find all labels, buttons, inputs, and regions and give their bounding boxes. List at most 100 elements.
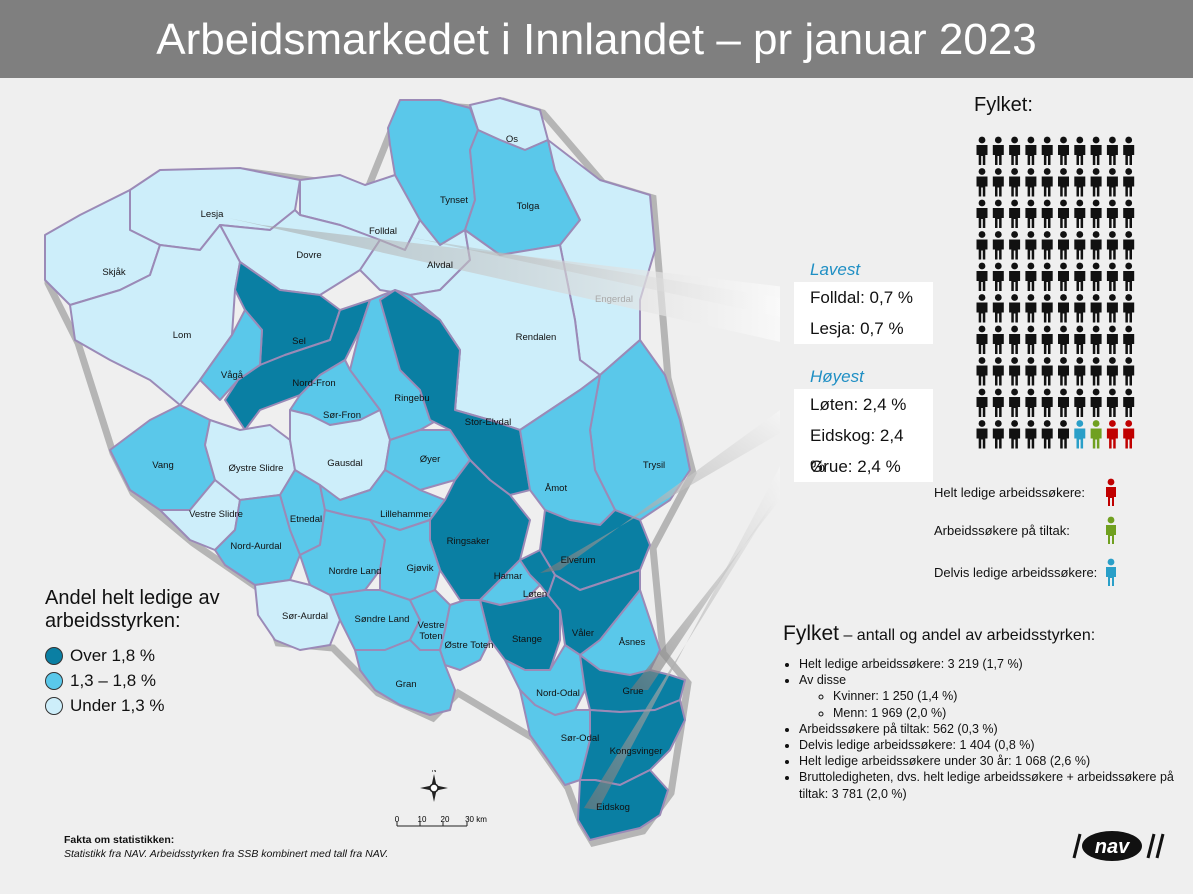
municipality-label: Nord-Odal: [536, 688, 580, 699]
person-icon-black: [1009, 420, 1021, 449]
stats-subitem: Menn: 1 969 (2,0 %): [833, 705, 1183, 721]
person-icon-black: [1123, 136, 1135, 165]
key-label: Helt ledige arbeidssøkere:: [934, 484, 1086, 500]
person-icon-black: [1058, 325, 1069, 354]
municipality-grue: [579, 654, 686, 713]
person-icon-black: [1041, 168, 1053, 197]
person-icon-black: [1106, 294, 1118, 323]
facts-text: Statistikk fra NAV. Arbeidsstyrken fra S…: [64, 848, 389, 860]
north-label: N: [432, 770, 436, 774]
municipality-label: Ringebu: [394, 393, 429, 404]
person-icon-red: [1106, 478, 1116, 506]
person-icon-black: [1009, 168, 1021, 197]
person-icon-black: [1123, 231, 1135, 260]
municipality-label: Etnedal: [290, 514, 322, 525]
municipality-label: Grue: [622, 686, 643, 697]
stats-list: Helt ledige arbeidssøkere: 3 219 (1,7 %)…: [783, 656, 1183, 802]
person-icon-black: [976, 168, 988, 197]
person-icon-black: [1090, 325, 1102, 354]
legend-swatch: [45, 696, 63, 715]
person-icon-black: [1058, 420, 1069, 449]
person-icon-green: [1090, 420, 1102, 449]
stats-item: Bruttoledigheten, dvs. helt ledige arbei…: [799, 769, 1183, 801]
person-icon-black: [1041, 262, 1053, 291]
person-icon-black: [992, 420, 1004, 449]
municipality-label: Stor-Elvdal: [465, 417, 511, 428]
legend-label: 1,3 – 1,8 %: [70, 670, 157, 690]
person-icon-black: [1074, 136, 1086, 165]
legend-item-mid: 1,3 – 1,8 %: [45, 668, 255, 693]
pictogram-grid: [976, 136, 1135, 449]
stats-heading-main: Fylket: [783, 622, 840, 645]
person-icon-black: [1009, 231, 1021, 260]
person-icon-black: [1074, 357, 1086, 386]
person-icon-black: [1058, 357, 1069, 386]
person-icon-black: [1074, 199, 1086, 228]
scale-label: 20: [441, 815, 450, 824]
person-icon-black: [1041, 357, 1053, 386]
person-icon-black: [1106, 136, 1118, 165]
person-icon-black: [1025, 388, 1037, 417]
stats-item: Helt ledige arbeidssøkere under 30 år: 1…: [799, 753, 1183, 769]
municipality-label: Søndre Land: [355, 614, 410, 625]
person-icon-black: [1123, 325, 1135, 354]
legend-swatch: [45, 646, 63, 665]
person-icon-black: [992, 325, 1004, 354]
person-icon-black: [976, 199, 988, 228]
lowest-item: Lesja: 0,7 %: [794, 313, 933, 344]
person-icon-black: [1025, 168, 1037, 197]
municipality-label: Folldal: [369, 226, 397, 237]
person-icon-black: [1009, 262, 1021, 291]
person-icon-black: [992, 136, 1004, 165]
municipality-label: Østre Toten: [445, 640, 494, 651]
person-icon-black: [1123, 357, 1135, 386]
municipality-label: Skjåk: [102, 267, 125, 278]
person-icon-black: [1058, 168, 1069, 197]
person-icon-blue: [1106, 558, 1116, 586]
municipality-stor-elvdal: [379, 289, 531, 496]
person-icon-black: [1041, 136, 1053, 165]
municipality-label: Kongsvinger: [610, 746, 663, 757]
person-icon-black: [976, 262, 988, 291]
municipality-label: Sør-Odal: [561, 733, 600, 744]
stats-item: Delvis ledige arbeidssøkere: 1 404 (0,8 …: [799, 737, 1183, 753]
person-icon-black: [992, 262, 1004, 291]
person-icon-black: [1041, 231, 1053, 260]
municipality-label: Sel: [292, 336, 306, 347]
person-icon-black: [1123, 262, 1135, 291]
person-icon-black: [1058, 199, 1069, 228]
municipality-label: Tynset: [440, 195, 468, 206]
municipality-label: Ringsaker: [447, 536, 490, 547]
highest-item: Eidskog: 2,4 %: [794, 420, 933, 476]
municipality-label: Løten: [523, 589, 547, 600]
person-icon-black: [1106, 199, 1118, 228]
person-icon-black: [1025, 294, 1037, 323]
key-label: Arbeidssøkere på tiltak:: [934, 522, 1070, 538]
stats-item-text: Av disse: [799, 673, 847, 688]
municipality-label: Rendalen: [516, 332, 557, 343]
key-delvis: Delvis ledige arbeidssøkere:: [934, 558, 1118, 586]
person-icon-black: [976, 388, 988, 417]
municipality-label: Øystre Slidre: [229, 463, 284, 474]
person-icon-black: [1025, 231, 1037, 260]
person-icon-black: [992, 388, 1004, 417]
person-icon-black: [1058, 262, 1069, 291]
lowest-callout: Lavest Folldal: 0,7 % Lesja: 0,7 %: [794, 258, 933, 344]
person-icon-black: [1009, 357, 1021, 386]
stats-item: Arbeidssøkere på tiltak: 562 (0,3 %): [799, 721, 1183, 737]
person-icon-black: [1041, 420, 1053, 449]
person-icon-black: [976, 136, 988, 165]
person-icon-black: [1074, 294, 1086, 323]
person-icon-black: [1123, 388, 1135, 417]
municipality-label: Lillehammer: [380, 509, 432, 520]
facts-box: Fakta om statistikken: Statistikk fra NA…: [64, 834, 388, 860]
person-icon-black: [1025, 262, 1037, 291]
lowest-beam: [228, 218, 780, 342]
person-icon-black: [1123, 168, 1135, 197]
municipality-label: Trysil: [643, 460, 665, 471]
scale-label: 0: [395, 815, 400, 824]
person-icon-black: [1106, 357, 1118, 386]
scale-label: 10: [418, 815, 427, 824]
municipality-label: Gausdal: [327, 458, 362, 469]
person-icon-black: [976, 294, 988, 323]
